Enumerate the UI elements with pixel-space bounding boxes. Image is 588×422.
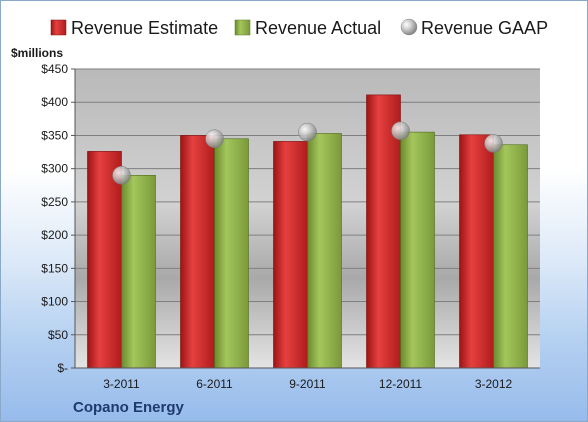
- x-tick-label: 12-2011: [379, 377, 422, 391]
- gaap-markers: [112, 121, 503, 185]
- y-tick-label: $-: [57, 361, 68, 375]
- y-tick-label: $300: [41, 162, 68, 176]
- legend-item-gaap[interactable]: Revenue GAAP: [400, 18, 548, 38]
- bar-revenue-actual[interactable]: [307, 133, 342, 369]
- marker-revenue-gaap[interactable]: [112, 166, 131, 185]
- bar-revenue-actual[interactable]: [214, 138, 249, 369]
- y-tick-label: $400: [41, 95, 68, 109]
- x-tick-label: 3-2011: [103, 377, 140, 391]
- y-tick-label: $450: [41, 62, 68, 76]
- y-axis-ticks: $- $50 $100 $150 $200 $250 $300 $350 $400 $450: [41, 62, 75, 375]
- bar-revenue-actual[interactable]: [121, 175, 156, 369]
- y-tick-label: $150: [41, 261, 68, 275]
- marker-revenue-gaap[interactable]: [484, 134, 503, 153]
- bar-revenue-estimate[interactable]: [180, 135, 215, 369]
- y-tick-label: $200: [41, 228, 68, 242]
- bar-revenue-actual[interactable]: [493, 144, 528, 369]
- y-tick-label: $50: [48, 328, 68, 342]
- company-name: Copano Energy: [73, 399, 185, 416]
- bar-revenue-estimate[interactable]: [273, 141, 308, 369]
- legend: Revenue Estimate Revenue Actual Revenue …: [50, 18, 548, 38]
- marker-revenue-gaap[interactable]: [298, 122, 317, 142]
- bar-revenue-estimate[interactable]: [459, 134, 494, 369]
- legend-item-estimate[interactable]: Revenue Estimate: [50, 18, 218, 38]
- bars: [87, 94, 528, 369]
- bar-revenue-actual[interactable]: [400, 131, 435, 369]
- x-tick-label: 3-2012: [475, 377, 513, 391]
- x-tick-label: 9-2011: [289, 377, 326, 391]
- bar-revenue-estimate[interactable]: [87, 151, 122, 369]
- legend-swatch-estimate: [50, 19, 67, 36]
- y-tick-label: $100: [41, 295, 68, 309]
- x-tick-label: 6-2011: [196, 377, 233, 391]
- legend-label-actual: Revenue Actual: [255, 18, 381, 38]
- marker-revenue-gaap[interactable]: [205, 129, 224, 149]
- legend-label-estimate: Revenue Estimate: [71, 18, 218, 38]
- legend-label-gaap: Revenue GAAP: [421, 18, 548, 38]
- x-axis-ticks: 3-2011 6-2011 9-2011 12-2011 3-2012: [103, 377, 512, 391]
- y-tick-label: $350: [41, 128, 68, 142]
- legend-swatch-actual: [234, 19, 251, 36]
- marker-revenue-gaap[interactable]: [391, 121, 410, 141]
- legend-item-actual[interactable]: Revenue Actual: [234, 18, 381, 38]
- y-axis-unit-label: $millions: [11, 46, 63, 60]
- legend-swatch-gaap: [400, 18, 418, 36]
- bar-revenue-estimate[interactable]: [366, 94, 401, 369]
- y-tick-label: $250: [41, 195, 68, 209]
